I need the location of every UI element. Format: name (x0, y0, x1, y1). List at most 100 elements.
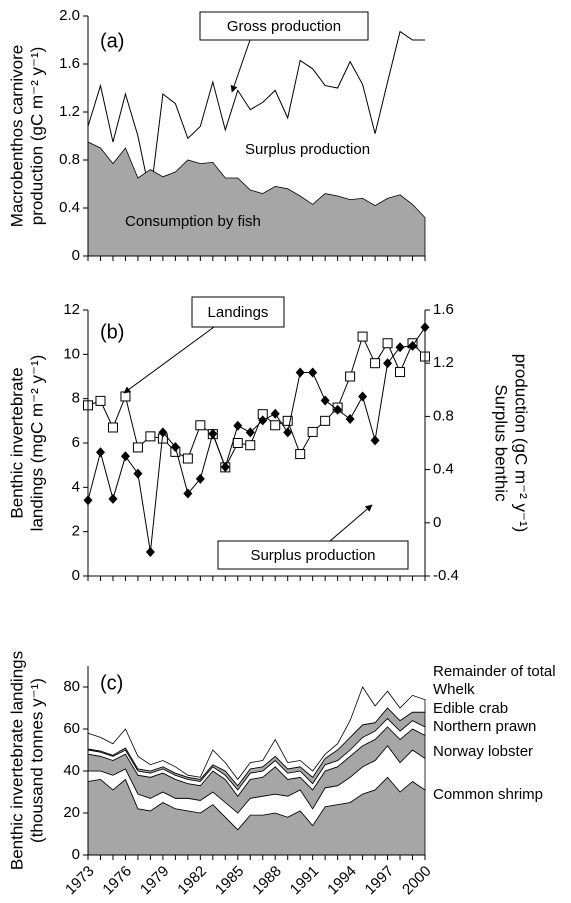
y-tick-label: 0 (72, 846, 80, 863)
y-tick-label: 0 (72, 567, 80, 584)
line (87, 335, 426, 469)
panel: Common shrimp Norway lobster Northern praw… (7, 651, 555, 898)
marker-square (132, 442, 143, 453)
annotation: (b) (100, 321, 124, 343)
y-tick-label: 12 (63, 301, 80, 318)
y2-tick-label: 0 (433, 514, 441, 531)
y-tick-label: 80 (63, 678, 80, 695)
annotation-arrow (329, 504, 373, 542)
marker-square (382, 338, 393, 349)
x-tick-label: 1994 (324, 863, 360, 899)
series-label: Edible crab (433, 700, 508, 717)
marker-diamond (258, 415, 268, 426)
marker-square (182, 453, 193, 464)
marker-square (232, 438, 243, 448)
series-label: Remainder of total (433, 663, 556, 680)
y-tick-label: 20 (63, 804, 80, 821)
annotation-arrow (230, 39, 251, 93)
marker-diamond (220, 461, 230, 472)
series-label: Consumption by fish (125, 213, 261, 230)
area-band (87, 686, 426, 787)
marker-diamond (233, 420, 243, 431)
series-label: Landings (208, 304, 269, 321)
marker-diamond (145, 547, 155, 558)
marker-square (370, 358, 381, 369)
y-axis-label: Macrobenthos carnivore (7, 45, 26, 227)
y-tick-label: 4 (72, 478, 80, 495)
marker-diamond (308, 367, 318, 378)
marker-diamond (358, 391, 368, 402)
annotation-box (217, 540, 409, 570)
y2-axis-label: Surplus benthic (492, 384, 511, 502)
y2-tick-label: 1.6 (433, 301, 454, 318)
x-tick-label: 1979 (137, 863, 173, 899)
marker-diamond (395, 342, 405, 353)
marker-square (345, 371, 356, 382)
marker-square (295, 449, 306, 460)
y2-axis-label: production (gC m⁻² y⁻¹) (512, 354, 531, 533)
marker-square (320, 415, 331, 426)
marker-diamond (133, 468, 143, 479)
marker-square (282, 415, 293, 426)
line (87, 327, 426, 553)
marker-square (357, 331, 368, 342)
marker-diamond (208, 428, 218, 439)
y2-tick-label: 1.2 (433, 354, 454, 371)
y-tick-label: 40 (63, 762, 80, 779)
y-axis-label: production (gC m⁻² y⁻¹) (27, 47, 46, 226)
annotation: Surplus production (245, 141, 370, 158)
x-tick-label: 2000 (399, 863, 435, 899)
y-tick-label: 1.2 (59, 103, 80, 120)
marker-diamond (270, 408, 280, 419)
marker-diamond (158, 427, 168, 438)
marker-diamond (295, 367, 305, 378)
y-axis-label: Benthic invertebrate landings (7, 651, 26, 870)
marker-diamond (170, 441, 180, 452)
y-tick-label: 6 (72, 434, 80, 451)
marker-diamond (195, 473, 205, 484)
marker-diamond (408, 340, 418, 351)
series-label: Whelk (433, 681, 475, 698)
y-axis-label: Benthic invertebrate (7, 367, 26, 518)
x-tick-label: 1973 (62, 863, 98, 899)
marker-diamond (108, 493, 118, 504)
marker-diamond (120, 451, 130, 462)
marker-square (307, 426, 318, 437)
y-tick-label: 2 (72, 523, 80, 540)
series-label: Gross production (227, 18, 341, 35)
marker-square (395, 367, 406, 378)
series-label: Norway lobster (433, 743, 533, 760)
x-tick-label: 1991 (287, 863, 323, 899)
marker-square (120, 391, 131, 402)
annotation: (c) (100, 672, 123, 694)
series-label: Northern prawn (433, 718, 536, 735)
marker-diamond (333, 404, 343, 415)
marker-diamond (245, 427, 255, 438)
panel: Gross production Consumption by fish 0 0.4 0… (7, 7, 426, 264)
x-tick-label: 1985 (212, 863, 248, 899)
x-tick-label: 1997 (362, 863, 398, 899)
y2-tick-label: 0.8 (433, 407, 454, 424)
marker-square (95, 395, 106, 406)
marker-diamond (320, 395, 330, 406)
marker-square (107, 422, 118, 433)
y-tick-label: 10 (63, 345, 80, 362)
x-tick-label: 1988 (249, 863, 285, 899)
y-tick-label: 0.4 (59, 199, 80, 216)
marker-diamond (370, 435, 380, 446)
x-tick-label: 1982 (174, 863, 210, 899)
marker-diamond (345, 414, 355, 425)
annotation-arrow (123, 326, 215, 394)
marker-diamond (283, 427, 293, 438)
annotation-box (199, 11, 369, 41)
marker-diamond (183, 488, 193, 499)
marker-diamond (95, 447, 105, 458)
y-tick-label: 8 (72, 390, 80, 407)
marker-square (195, 420, 206, 431)
series-label: Common shrimp (433, 786, 543, 803)
marker-square (245, 440, 256, 451)
y2-tick-label: -0.4 (433, 567, 459, 584)
y-axis-label: (thousand tonnes y⁻¹) (27, 678, 46, 843)
y2-tick-label: 0.4 (433, 461, 454, 478)
